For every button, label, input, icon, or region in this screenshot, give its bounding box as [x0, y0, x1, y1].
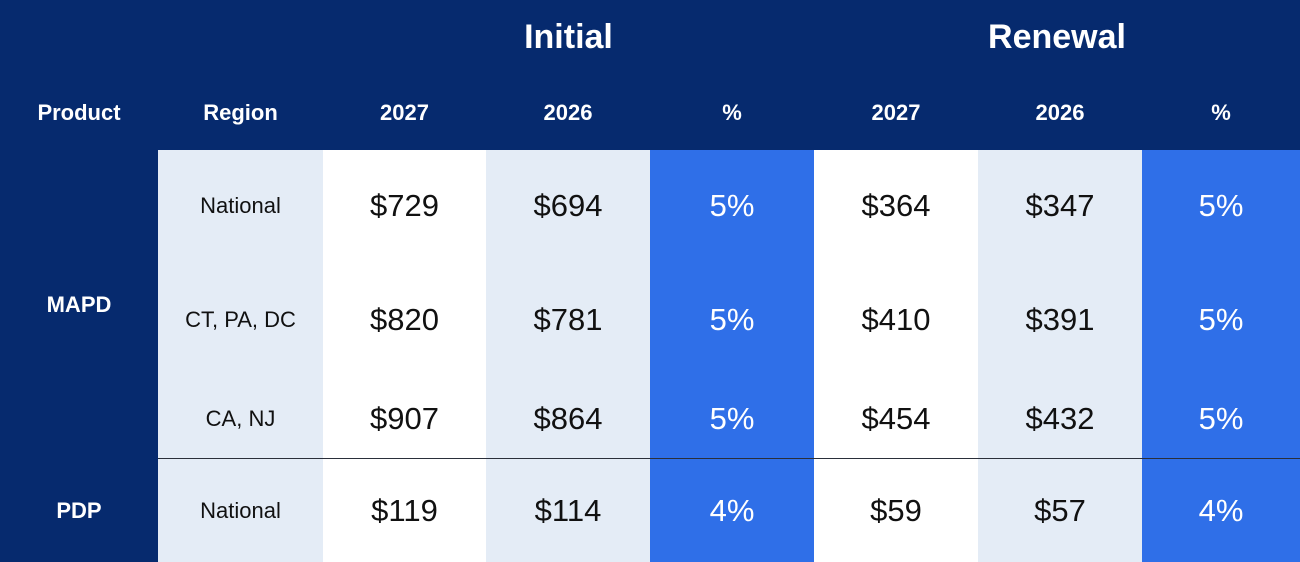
- region-cell: National: [158, 459, 323, 562]
- value-cell: 4%: [650, 459, 814, 562]
- value-cell: 5%: [650, 378, 814, 459]
- value-cell: $364: [814, 150, 978, 262]
- value-cell: $114: [486, 459, 650, 562]
- value-cell: $454: [814, 378, 978, 459]
- region-cell: CT, PA, DC: [158, 262, 323, 378]
- column-header: 2027: [871, 99, 921, 125]
- column-header: 2026: [543, 99, 593, 125]
- value-cell: $907: [323, 378, 486, 459]
- value-cell: $119: [323, 459, 486, 562]
- column-header: Region: [203, 99, 278, 125]
- value-cell: 5%: [1142, 262, 1300, 378]
- value-cell: $391: [978, 262, 1142, 378]
- value-cell: $410: [814, 262, 978, 378]
- value-cell: $781: [486, 262, 650, 378]
- product-cell: PDP: [0, 459, 158, 562]
- column-header: %: [722, 99, 742, 125]
- region-cell: National: [158, 150, 323, 262]
- value-cell: 5%: [1142, 378, 1300, 459]
- value-cell: $59: [814, 459, 978, 562]
- value-cell: $57: [978, 459, 1142, 562]
- value-cell: 5%: [650, 262, 814, 378]
- value-cell: 5%: [650, 150, 814, 262]
- value-cell: 4%: [1142, 459, 1300, 562]
- value-cell: $729: [323, 150, 486, 262]
- region-cell: CA, NJ: [158, 378, 323, 459]
- column-header: %: [1211, 99, 1231, 125]
- column-header: 2026: [1035, 99, 1085, 125]
- group-title: Renewal: [988, 18, 1126, 56]
- value-cell: $694: [486, 150, 650, 262]
- group-title: Initial: [524, 18, 613, 56]
- value-cell: $820: [323, 262, 486, 378]
- column-header: 2027: [380, 99, 429, 125]
- column-header: Product: [37, 99, 121, 125]
- value-cell: $432: [978, 378, 1142, 459]
- product-cell: MAPD: [0, 150, 158, 459]
- value-cell: 5%: [1142, 150, 1300, 262]
- value-cell: $347: [978, 150, 1142, 262]
- value-cell: $864: [486, 378, 650, 459]
